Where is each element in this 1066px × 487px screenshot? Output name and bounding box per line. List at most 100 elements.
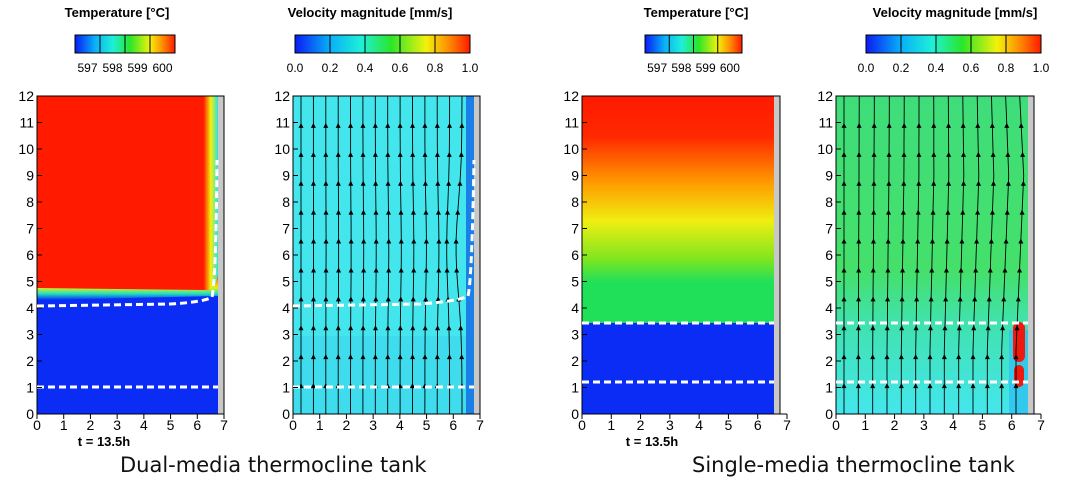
flow-arrow bbox=[1002, 267, 1008, 273]
x-tick-label: 4 bbox=[949, 417, 957, 433]
x-tick-label: 0 bbox=[832, 417, 840, 433]
colorbar-tick-label: 599 bbox=[696, 61, 716, 75]
flow-arrow bbox=[323, 122, 329, 128]
streamline bbox=[436, 96, 440, 414]
y-tick-label: 0 bbox=[282, 406, 290, 422]
colorbar-tick-label: 600 bbox=[720, 61, 740, 75]
flow-arrow bbox=[976, 180, 982, 186]
flow-arrow bbox=[459, 354, 465, 360]
flow-arrow bbox=[870, 238, 876, 244]
x-tick-label: 4 bbox=[396, 417, 404, 433]
y-tick-label: 0 bbox=[825, 406, 833, 422]
caption-dual: Dual-media thermocline tank bbox=[120, 453, 427, 477]
flow-arrow bbox=[398, 209, 404, 215]
flow-arrow bbox=[454, 267, 460, 273]
flow-arrow bbox=[298, 122, 304, 128]
flow-arrow bbox=[943, 296, 949, 302]
flow-arrow bbox=[915, 209, 921, 215]
flow-arrow bbox=[841, 151, 847, 157]
y-tick-label: 12 bbox=[563, 88, 579, 104]
flow-arrow bbox=[323, 325, 329, 331]
y-tick-label: 5 bbox=[825, 274, 833, 290]
flow-arrow bbox=[335, 354, 341, 360]
y-tick-label: 2 bbox=[282, 353, 290, 369]
flow-arrow bbox=[946, 180, 952, 186]
colorbar-tick-label: 0.4 bbox=[357, 61, 374, 75]
flow-arrow bbox=[434, 151, 440, 157]
single-velocity-panel: Velocity magnitude [mm/s] 0.0 0.2 0.4 0.6 0.… bbox=[817, 5, 1049, 433]
flow-arrow bbox=[385, 296, 391, 302]
flow-arrow bbox=[298, 296, 304, 302]
y-tick-label: 7 bbox=[282, 221, 290, 237]
flow-arrow bbox=[436, 238, 442, 244]
streamline bbox=[900, 96, 905, 414]
x-tick-label: 1 bbox=[607, 417, 615, 433]
flow-arrow bbox=[929, 238, 935, 244]
flow-arrow bbox=[360, 151, 366, 157]
flow-arrow bbox=[898, 383, 904, 389]
flow-arrow bbox=[960, 122, 966, 128]
y-tick-label: 5 bbox=[26, 274, 34, 290]
flow-arrow bbox=[446, 151, 452, 157]
dual-temperature-panel: Temperature [°C] 597 598 599 600 0 1 2 3 4 5 6 701… bbox=[18, 5, 228, 449]
flow-arrow bbox=[386, 238, 392, 244]
flow-arrow bbox=[360, 180, 366, 186]
flow-arrow bbox=[360, 354, 366, 360]
flow-arrow bbox=[361, 238, 367, 244]
thermocline-upper-line bbox=[292, 159, 476, 308]
flow-arrow bbox=[956, 383, 962, 389]
streamline bbox=[929, 95, 935, 414]
x-tick-label: 4 bbox=[140, 417, 148, 433]
flow-arrow bbox=[335, 296, 341, 302]
flow-arrow bbox=[323, 296, 329, 302]
flow-arrow bbox=[871, 180, 877, 186]
colorbar-title: Temperature [°C] bbox=[644, 5, 749, 20]
flow-arrow bbox=[1003, 238, 1009, 244]
flow-arrow bbox=[398, 296, 404, 302]
y-tick-label: 4 bbox=[282, 300, 290, 316]
flow-arrow bbox=[913, 325, 919, 331]
y-tick-label: 1 bbox=[26, 380, 34, 396]
flow-arrow bbox=[900, 238, 906, 244]
flow-arrow bbox=[459, 122, 465, 128]
flow-arrow bbox=[310, 354, 316, 360]
flow-arrow bbox=[348, 325, 354, 331]
flow-arrow bbox=[336, 238, 342, 244]
flow-arrow bbox=[870, 267, 876, 273]
single-temperature-panel: Temperature [°C] 597 598 599 600 0 1 2 3 4 5 6 701… bbox=[563, 5, 791, 449]
streamline bbox=[1001, 95, 1010, 414]
x-tick-label: 0 bbox=[289, 417, 297, 433]
flow-arrow bbox=[927, 383, 933, 389]
y-tick-label: 12 bbox=[817, 88, 833, 104]
flow-arrow bbox=[841, 354, 847, 360]
flow-arrow bbox=[310, 296, 316, 302]
flow-arrow bbox=[335, 209, 341, 215]
flow-arrow bbox=[856, 180, 862, 186]
flow-arrow bbox=[446, 354, 452, 360]
streamline bbox=[387, 96, 390, 414]
flow-arrow bbox=[298, 238, 304, 244]
x-tick-label: 7 bbox=[476, 417, 484, 433]
streamline bbox=[886, 96, 890, 414]
y-tick-label: 8 bbox=[825, 194, 833, 210]
x-tick-label: 3 bbox=[920, 417, 928, 433]
flow-arrow bbox=[323, 151, 329, 157]
flow-arrow bbox=[348, 180, 354, 186]
flow-arrow bbox=[435, 180, 441, 186]
thermocline-gradient bbox=[582, 96, 774, 323]
flow-arrow bbox=[422, 325, 428, 331]
flow-arrow bbox=[841, 267, 847, 273]
flow-arrow bbox=[886, 209, 892, 215]
flow-arrow bbox=[323, 180, 329, 186]
flow-arrow bbox=[885, 296, 891, 302]
flow-arrow bbox=[298, 325, 304, 331]
flow-arrow bbox=[914, 296, 920, 302]
y-tick-label: 10 bbox=[18, 141, 34, 157]
colorbar-tick-label: 598 bbox=[102, 61, 122, 75]
flow-arrow bbox=[944, 238, 950, 244]
flow-arrow bbox=[445, 209, 451, 215]
recirculation-zone bbox=[1013, 322, 1025, 362]
y-tick-label: 1 bbox=[571, 380, 579, 396]
flow-arrow bbox=[410, 151, 416, 157]
streamline bbox=[412, 96, 415, 414]
